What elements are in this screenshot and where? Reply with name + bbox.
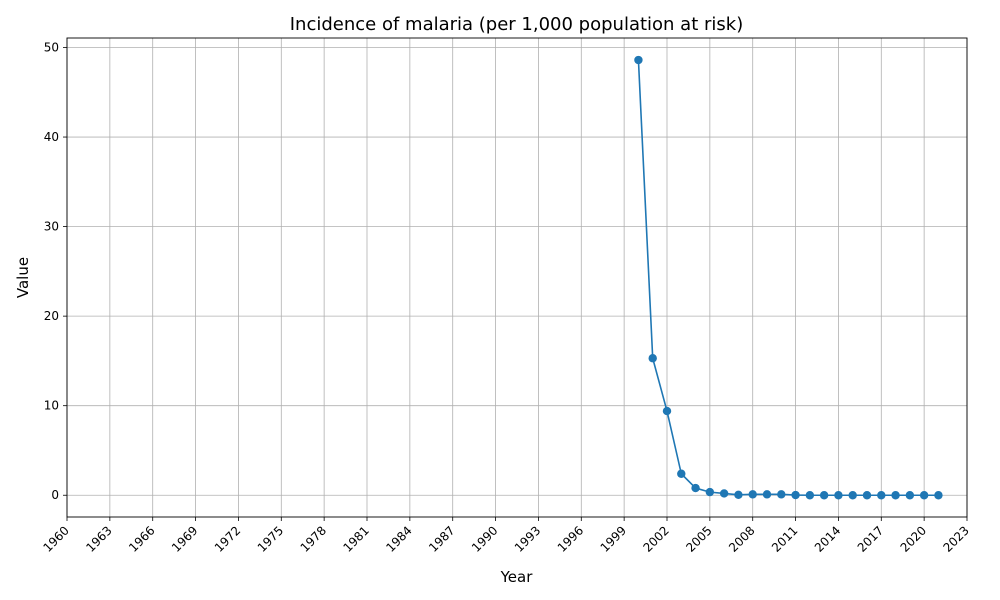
chart-title: Incidence of malaria (per 1,000 populati… [290,14,743,35]
y-tick-label: 50 [44,40,59,54]
data-point [805,491,815,500]
series-line [637,59,939,497]
data-point [719,489,729,498]
data-point [734,490,743,499]
data-point [634,55,643,65]
data-point [848,491,857,500]
y-tick-label: 30 [44,220,59,234]
data-point [705,487,715,497]
data-point [777,490,786,499]
data-point [677,469,686,478]
plot-frame [66,37,968,518]
data-point [862,491,872,500]
data-point [662,406,672,416]
data-point [905,491,915,500]
data-point [819,491,829,500]
data-point [891,491,900,500]
y-tick-label: 0 [51,488,59,502]
data-point [934,491,943,500]
data-point [791,490,800,500]
y-tick-label: 20 [44,309,59,323]
x-axis-label: Year [500,568,534,586]
data-point [919,491,929,500]
data-point [877,491,886,500]
y-axis-label: Value [14,257,32,298]
data-point [648,354,657,363]
data-point [748,490,757,499]
data-point [691,483,700,493]
data-point [834,491,843,500]
series-layer [634,55,943,500]
y-tick-label: 10 [44,399,59,413]
y-tick-label: 40 [44,130,59,144]
data-point [762,490,772,499]
